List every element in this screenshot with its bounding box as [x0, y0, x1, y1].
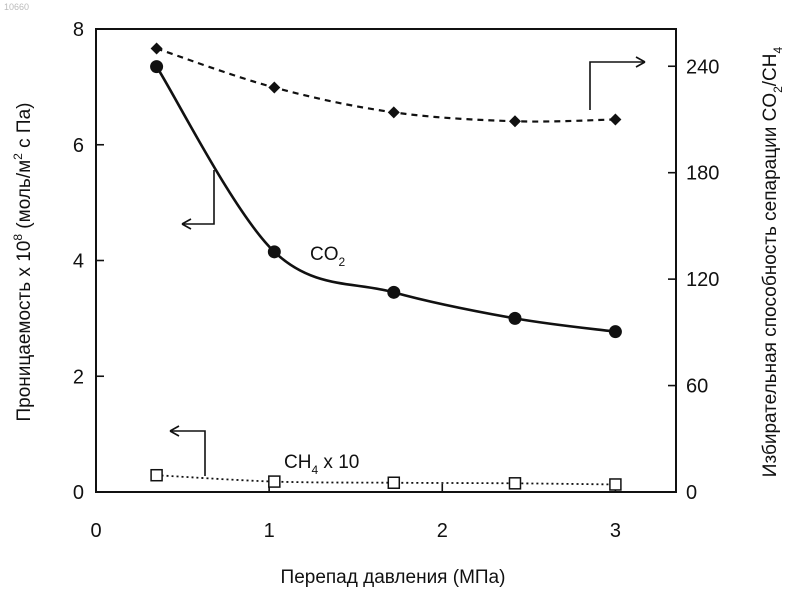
selectivity-line [157, 49, 616, 122]
y-left-tick-label: 4 [73, 251, 84, 273]
y-left-tick-label: 8 [73, 19, 84, 41]
y-right-axis-title: Избирательная способность сепарации CO2/… [760, 46, 785, 477]
y-right-tick-label: 240 [686, 56, 719, 78]
y-left-tick-label: 2 [73, 366, 84, 388]
co2-point [150, 60, 163, 73]
co2-point [609, 325, 622, 338]
ch4-point [388, 477, 399, 488]
ch4-point [610, 479, 621, 490]
series-layer [150, 43, 622, 490]
y-right-tick-label: 0 [686, 482, 697, 504]
co2-point [387, 286, 400, 299]
y-left-tick-label: 6 [73, 135, 84, 157]
x-tick-label: 1 [264, 520, 275, 542]
selectivity-point [609, 113, 621, 125]
x-tick-label: 0 [90, 520, 101, 542]
ch4-point [151, 470, 162, 481]
selectivity-point [509, 115, 521, 127]
watermark: 10660 [4, 2, 29, 12]
arrow-selectivity-to-right-axis [590, 57, 645, 110]
tick-labels: 0 1 2 3 0 2 4 6 8 0 60 120 180 240 [73, 19, 720, 542]
co2-point [508, 312, 521, 325]
selectivity-point [268, 82, 280, 94]
y-right-tick-label: 120 [686, 269, 719, 291]
co2-series-label: CO2 [310, 244, 346, 269]
co2-line [157, 67, 616, 332]
co2-point [268, 245, 281, 258]
selectivity-point [151, 43, 163, 55]
ch4-point [509, 478, 520, 489]
x-tick-label: 2 [437, 520, 448, 542]
arrow-ch4-to-left-axis [170, 426, 205, 476]
arrow-co2-to-left-axis [182, 170, 214, 229]
y-right-tick-label: 180 [686, 163, 719, 185]
x-axis-title: Перепад давления (МПа) [281, 567, 506, 588]
y-left-tick-label: 0 [73, 482, 84, 504]
plot-frame [96, 29, 676, 492]
ch4-series-label: CH4 x 10 [284, 452, 359, 477]
y-right-tick-label: 60 [686, 376, 708, 398]
axis-ticks [96, 29, 676, 492]
selectivity-point [388, 106, 400, 118]
ch4-line [157, 475, 616, 484]
x-tick-label: 3 [610, 520, 621, 542]
y-left-axis-title: Проницаемость х 108 (моль/м2 с Па) [11, 103, 35, 422]
ch4-point [269, 476, 280, 487]
